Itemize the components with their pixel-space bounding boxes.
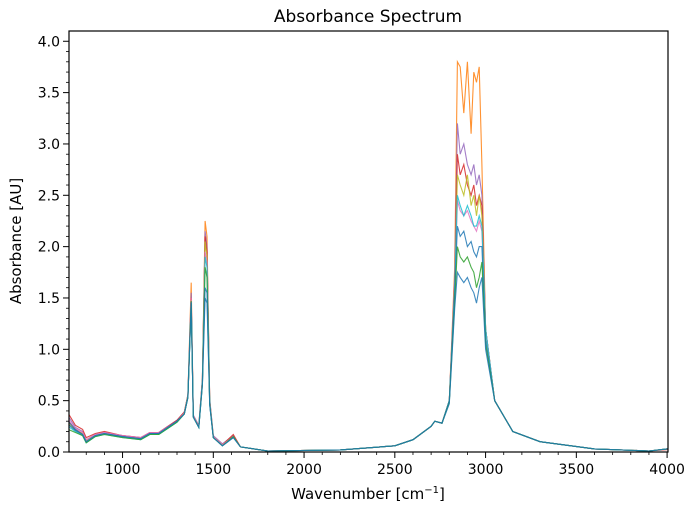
x-tick-label: 2500 — [377, 462, 413, 478]
y-tick-label: 2.0 — [38, 240, 60, 256]
y-tick-label: 1.5 — [38, 291, 60, 307]
series-line-3 — [69, 174, 668, 452]
series-line-2 — [69, 154, 668, 452]
y-tick-label: 4.0 — [38, 34, 60, 50]
x-axis-label: Wavenumber [cm−1] — [291, 485, 445, 503]
x-axis-label-main: Wavenumber [cm — [291, 485, 424, 503]
series-line-4 — [69, 200, 668, 452]
y-axis: 0.0 0.5 1.0 1.5 2.0 2.5 3.0 3.5 4.0 — [38, 34, 69, 461]
series-line-6 — [69, 225, 668, 452]
series-line-5 — [69, 195, 668, 452]
x-tick-label: 3000 — [468, 462, 504, 478]
x-tick-label: 2000 — [286, 462, 322, 478]
x-tick-label: 3500 — [559, 462, 595, 478]
y-tick-label: 0.0 — [38, 445, 60, 461]
x-axis: 1000 1500 2000 2500 3000 3500 4000 — [85, 452, 685, 478]
series-line-8 — [69, 270, 668, 452]
plot-frame — [68, 30, 669, 453]
x-axis-label-sup: −1 — [424, 485, 439, 496]
chart-title: Absorbance Spectrum — [274, 7, 462, 27]
x-tick-label: 1000 — [105, 462, 141, 478]
series-layer — [69, 59, 668, 452]
x-tick-label: 4000 — [649, 462, 685, 478]
x-axis-label-end: ] — [439, 485, 445, 503]
y-axis-label: Absorbance [AU] — [7, 178, 25, 304]
y-tick-label: 3.5 — [38, 86, 60, 102]
y-tick-label: 3.0 — [38, 137, 60, 153]
y-tick-label: 2.5 — [38, 188, 60, 204]
y-tick-label: 1.0 — [38, 342, 60, 358]
series-line-7 — [69, 246, 668, 452]
y-tick-label: 0.5 — [38, 394, 60, 410]
series-line-1 — [69, 123, 668, 452]
x-tick-label: 1500 — [195, 462, 231, 478]
series-line-0 — [69, 59, 668, 452]
